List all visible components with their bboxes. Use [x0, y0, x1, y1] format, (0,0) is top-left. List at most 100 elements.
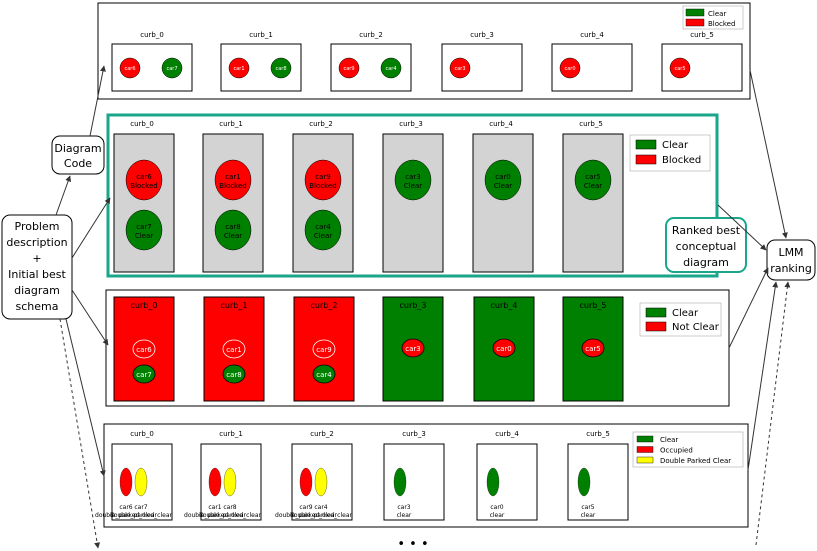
panel-3-car-label: car7: [136, 371, 151, 379]
panel-1-car: [228, 57, 250, 79]
arrow-panel-3-to-lmm: [728, 267, 769, 349]
panel-1-curb-label: curb_3: [470, 31, 494, 39]
panel-4-car: [486, 467, 500, 497]
panel-4-curb-label: curb_4: [495, 430, 519, 438]
panel-4-car-status: clear: [397, 512, 412, 519]
arrow-panel-4-to-lmm: [747, 281, 779, 471]
panel-1-car: [559, 57, 581, 79]
diagram-code-line-1: Diagram: [54, 142, 101, 155]
panel-1-car: [449, 57, 471, 79]
panel-3-car: [222, 364, 246, 384]
panel-3-legend-swatch: [645, 307, 667, 318]
panel-1-legend-label: Blocked: [708, 20, 735, 28]
panel-4-car: [577, 467, 591, 497]
panel-1-car-label: car6: [124, 66, 135, 72]
arrow-panel-1-to-lmm: [749, 69, 788, 239]
lmm-ranking-box: [766, 239, 816, 281]
panel-4-legend-label: Occupied: [660, 447, 693, 455]
panel-3-car: [312, 364, 336, 384]
panel-3-car-label: car0: [496, 345, 511, 353]
panel-2-car: [574, 159, 612, 201]
panel-2-legend-swatch: [635, 154, 657, 165]
panel-1-car-label: car8: [275, 66, 286, 72]
panel-3-car-label: car6: [136, 346, 152, 354]
panel-2-car: [484, 159, 522, 201]
panel-2-car-status: Clear: [404, 182, 422, 190]
panel-2-car-label: car4: [315, 223, 331, 231]
panel-1-car-label: car3: [454, 66, 465, 72]
panel-3-car-label: car5: [585, 345, 600, 353]
panel-2-car-label: car5: [585, 173, 600, 181]
panel-4-car-label: car9: [299, 504, 312, 511]
panel-3-car: [132, 364, 156, 384]
panel-2-car-status: Blocked: [219, 182, 246, 190]
panel-1-car: [380, 57, 402, 79]
panel-2-car: [304, 159, 342, 201]
panel-2-car-status: Clear: [584, 182, 602, 190]
panel-4-car-label: car8: [223, 504, 236, 511]
panel-2-legend-label: Clear: [662, 140, 689, 151]
panel-4-car-label: car4: [314, 504, 327, 511]
panel-3-legend-swatch: [645, 321, 667, 332]
panel-1-curb-label: curb_2: [359, 31, 383, 39]
panel-2-legend-label: Blocked: [662, 155, 701, 166]
arrow-to-panel-4: [65, 318, 106, 477]
problem-line-6: schema: [16, 300, 59, 313]
panel-1-legend-label: Clear: [708, 10, 726, 18]
panel-3-car: [132, 339, 156, 359]
panel-4-car-label: car6: [119, 504, 132, 511]
panel-4-curb-label: curb_0: [130, 430, 154, 438]
panel-2-curb-box: [382, 133, 444, 273]
panel-2-car-status: Clear: [494, 182, 512, 190]
panel-2-car-status: Clear: [224, 232, 242, 240]
panel-3-curb-label: curb_5: [580, 301, 607, 310]
panel-4-car-label: car7: [134, 504, 147, 511]
panel-2-car: [125, 209, 163, 251]
panel-3-curb-label: curb_1: [221, 301, 248, 310]
panel-2-car: [394, 159, 432, 201]
panel-2-curb-label: curb_0: [130, 120, 154, 128]
panel-2-car-label: car6: [136, 173, 152, 181]
panel-3-curb-label: curb_0: [131, 301, 158, 310]
panel-4-car: [119, 467, 133, 497]
panel-2-curb-box: [202, 133, 264, 273]
panel-2-car-status: Blocked: [130, 182, 157, 190]
panel-4-car-status: double_parked_clear: [199, 512, 261, 519]
arrow-to-panel-3: [71, 289, 109, 346]
arrow-panel-2-to-lmm: [717, 204, 767, 251]
panel-4-car-label: car0: [490, 504, 503, 511]
panel-2-car-status: Clear: [135, 232, 153, 240]
panel-2-car-status: Clear: [314, 232, 332, 240]
panel-2-car-label: car1: [225, 173, 240, 181]
problem-line-4: Initial best: [8, 268, 66, 281]
panel-1-legend-swatch: [685, 18, 705, 27]
panel-2-car-label: car7: [136, 223, 151, 231]
panel-2-car-label: car3: [405, 173, 420, 181]
panel-2-curb-box: [292, 133, 354, 273]
panel-4-car-status: clear: [490, 512, 505, 519]
arrow-to-diagram-code: [55, 175, 71, 216]
panel-4-legend-swatch: [636, 456, 654, 464]
panel-4-car: [299, 467, 313, 497]
panel-2-curb-label: curb_2: [309, 120, 333, 128]
panel-2-curb-label: curb_5: [579, 120, 603, 128]
panel-3-car-label: car1: [226, 346, 241, 354]
panel-3-car-label: car4: [316, 371, 332, 379]
arrow-dashed-more: [59, 318, 101, 549]
panel-1-frame: [97, 2, 751, 100]
panel-4-curb-label: curb_3: [402, 430, 426, 438]
problem-line-2: description: [6, 236, 67, 249]
panel-1-car: [338, 57, 360, 79]
panel-4-curb-label: curb_1: [219, 430, 243, 438]
panel-3-car-label: car9: [316, 346, 331, 354]
panel-4-car-label: car5: [581, 504, 594, 511]
diagram-code-box: [51, 135, 105, 175]
diagram-code-line-2: Code: [64, 157, 92, 170]
panel-4-curb-label: curb_2: [310, 430, 334, 438]
panel-1-car: [119, 57, 141, 79]
ranked-line-1: Ranked best: [672, 224, 741, 237]
panel-1-curb-label: curb_0: [140, 31, 164, 39]
panel-4-car-status: double_parked_clear: [110, 512, 172, 519]
panel-3-curb-label: curb_3: [400, 301, 427, 310]
